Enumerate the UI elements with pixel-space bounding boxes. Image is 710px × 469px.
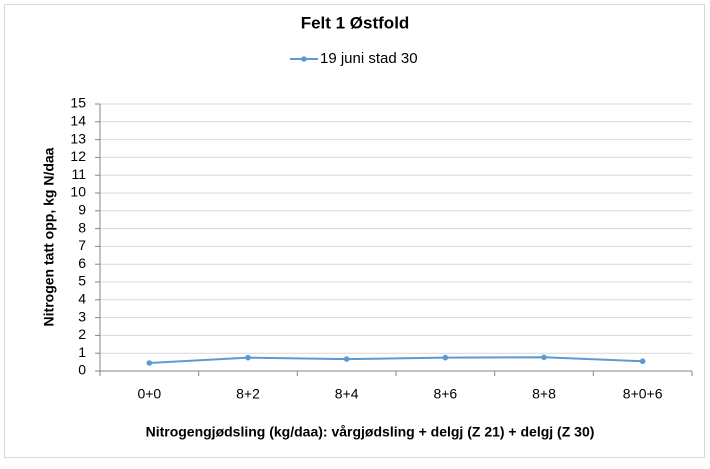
x-tick-label: 8+6 xyxy=(433,386,457,402)
y-tick-label: 9 xyxy=(78,202,86,218)
x-tick-label: 8+0+6 xyxy=(623,386,663,402)
y-tick-label: 11 xyxy=(71,166,86,182)
x-tick-label: 8+4 xyxy=(335,386,359,402)
y-tick-label: 7 xyxy=(78,237,86,253)
x-tick-label: 8+8 xyxy=(532,386,556,402)
x-tick-label: 8+2 xyxy=(236,386,260,402)
data-point xyxy=(146,360,153,366)
y-tick-label: 15 xyxy=(70,95,86,111)
y-tick-label: 2 xyxy=(78,326,86,342)
y-tick-label: 12 xyxy=(70,148,86,164)
y-tick-label: 14 xyxy=(70,113,86,129)
x-axis-label: Nitrogengjødsling (kg/daa): vårgjødsling… xyxy=(146,424,595,440)
chart-border xyxy=(4,4,705,458)
y-tick-label: 0 xyxy=(78,362,86,378)
y-tick-label: 10 xyxy=(70,184,86,200)
y-tick-label: 3 xyxy=(78,308,86,324)
data-point xyxy=(442,354,449,361)
series-line xyxy=(149,356,643,364)
y-tick-label: 4 xyxy=(78,291,86,307)
y-axis-label: Nitrogen tatt opp, kg N/daa xyxy=(41,147,57,326)
data-point xyxy=(245,354,251,361)
legend-label: 19 juni stad 30 xyxy=(320,50,418,67)
data-point xyxy=(343,356,350,362)
data-point xyxy=(541,354,547,361)
y-tick-label: 5 xyxy=(78,273,86,289)
y-tick-label: 8 xyxy=(78,219,86,235)
y-tick-label: 6 xyxy=(78,255,86,271)
chart-title: Felt 1 Østfold xyxy=(301,13,410,32)
x-tick-label: 0+0 xyxy=(137,386,161,402)
y-tick-label: 1 xyxy=(78,344,86,360)
legend-marker xyxy=(301,56,307,62)
data-point xyxy=(639,358,646,365)
y-tick-label: 13 xyxy=(70,130,86,146)
